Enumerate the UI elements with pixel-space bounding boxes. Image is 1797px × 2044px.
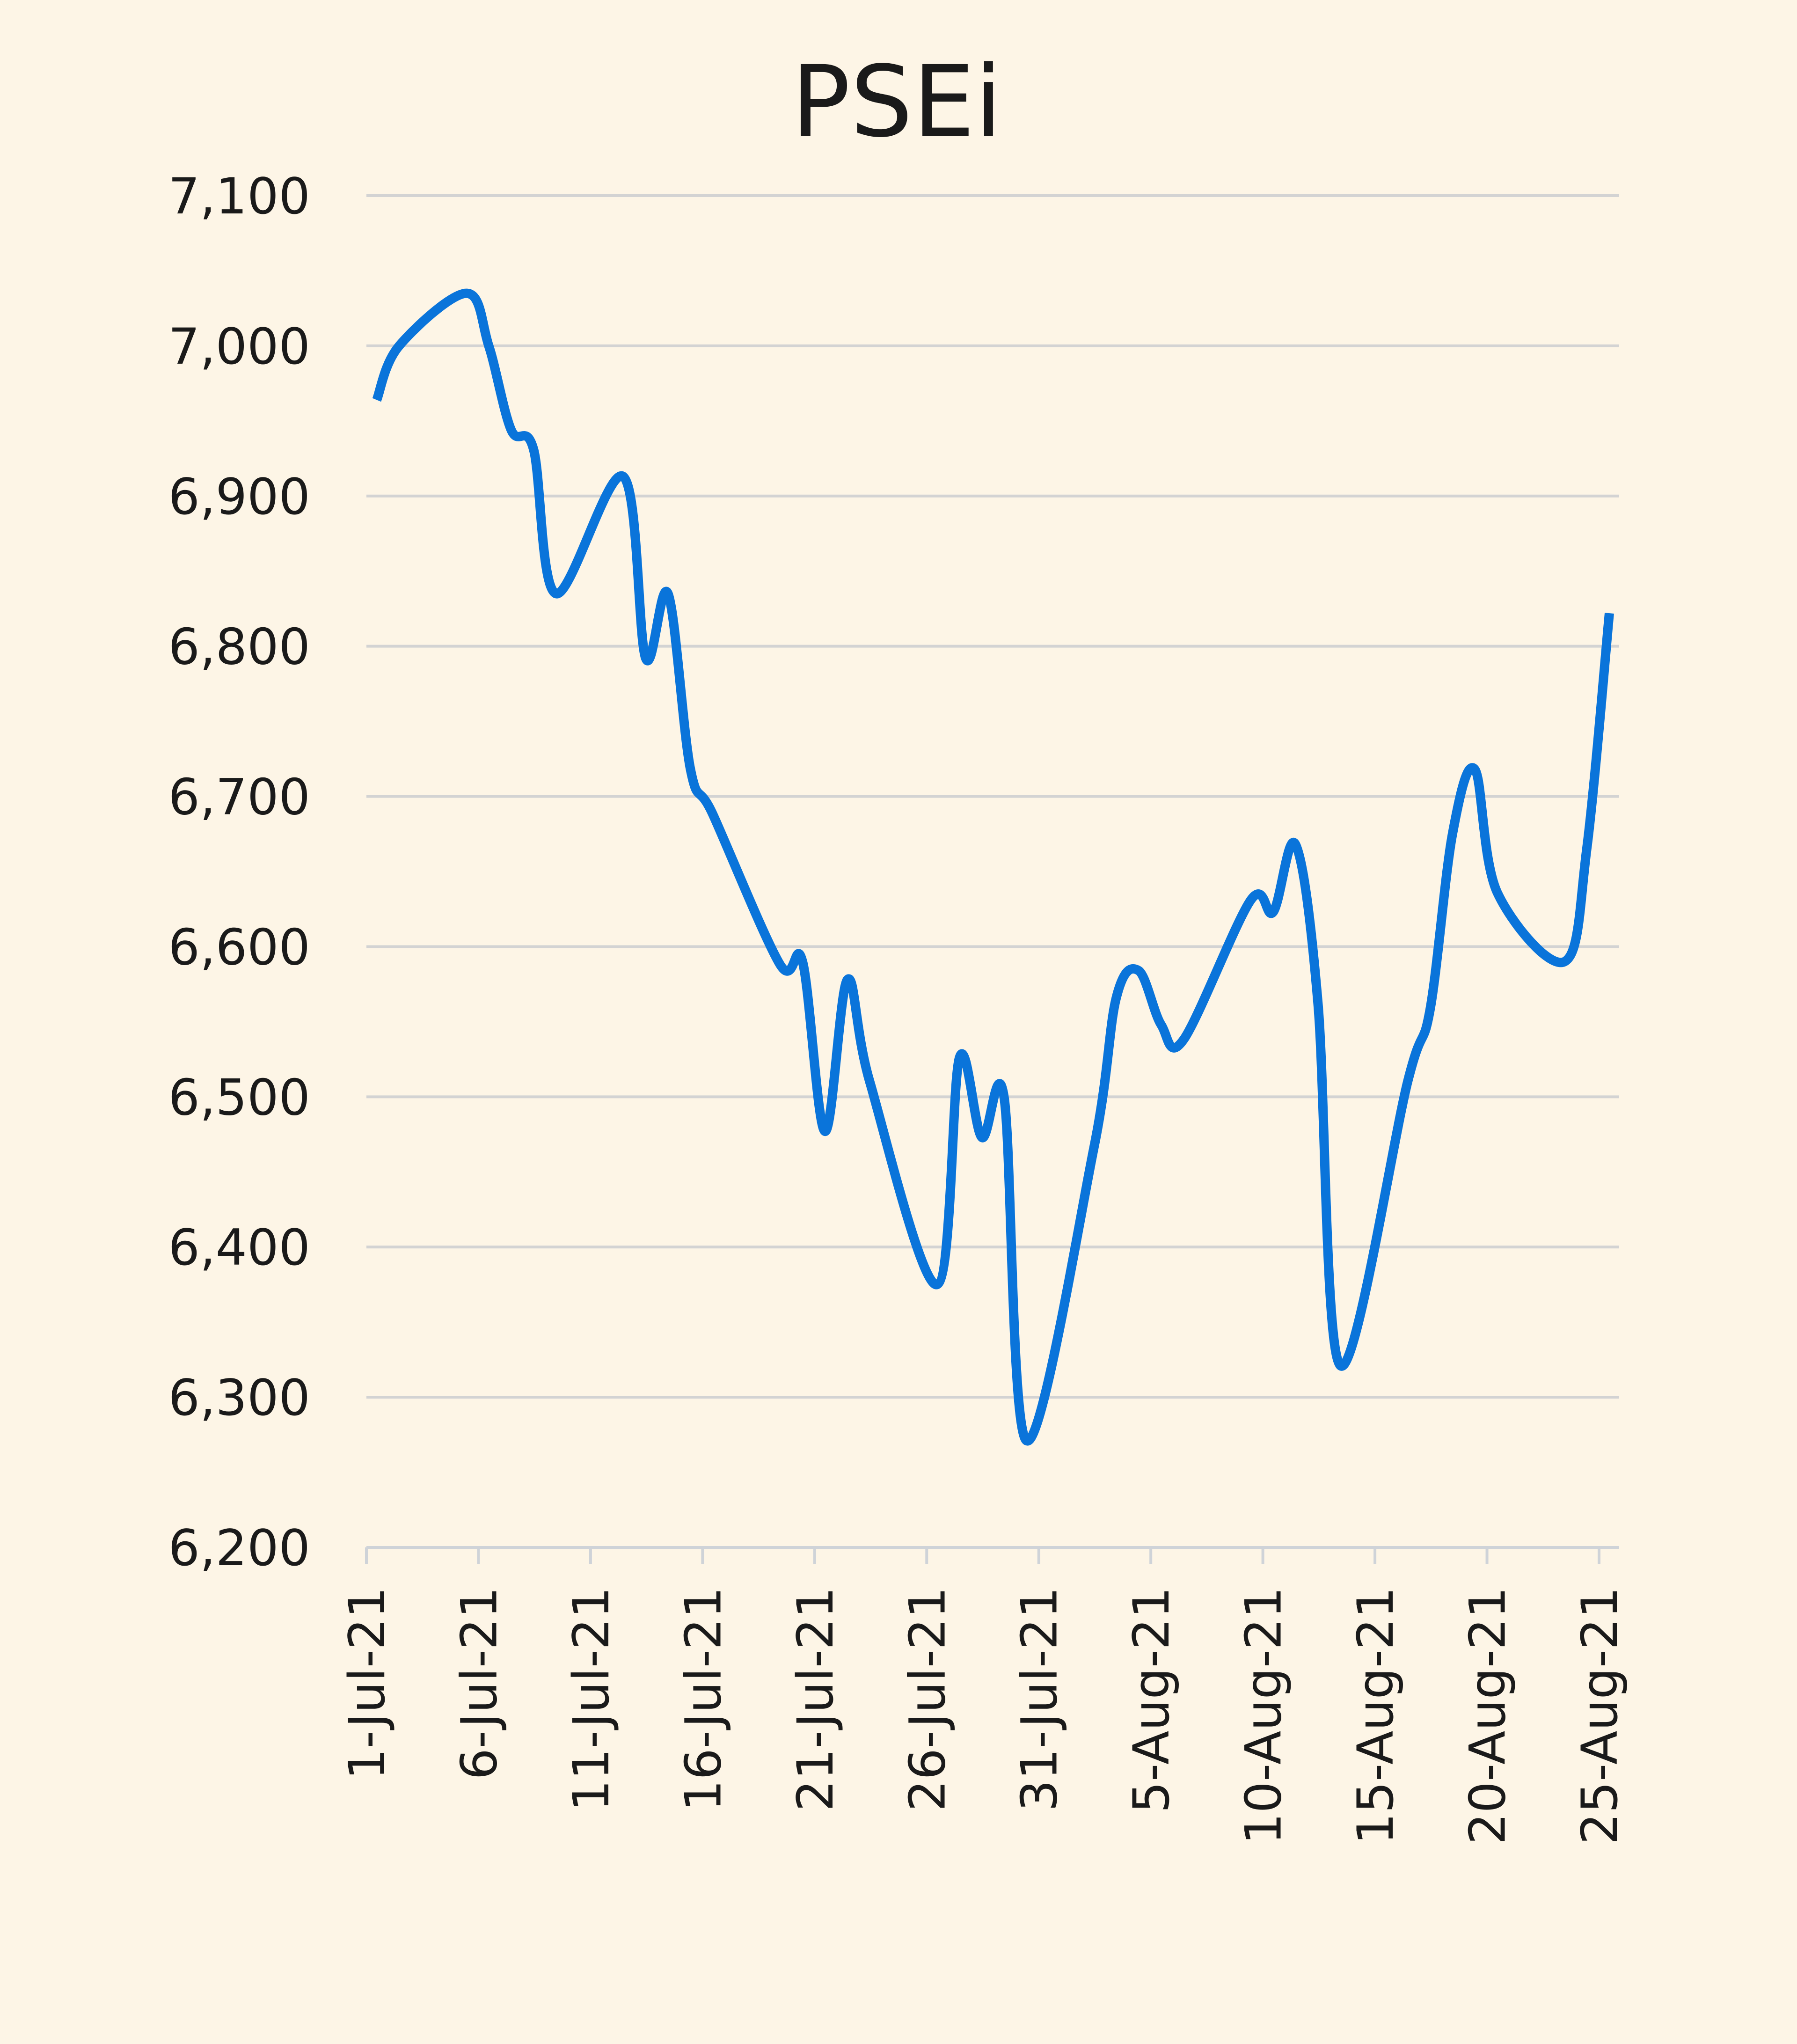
y-tick-label: 7,100: [168, 168, 310, 225]
y-tick-label: 6,700: [168, 769, 310, 826]
x-tick-label: 5-Aug-21: [1123, 1587, 1180, 1813]
y-tick-label: 6,600: [168, 918, 310, 976]
chart-title: PSEi: [791, 44, 1002, 159]
y-tick-label: 6,300: [168, 1369, 310, 1427]
x-tick-label: 10-Aug-21: [1235, 1587, 1293, 1845]
y-tick-label: 7,000: [168, 318, 310, 375]
y-tick-label: 6,200: [168, 1519, 310, 1577]
x-tick-label: 31-Jul-21: [1011, 1587, 1068, 1811]
x-tick-label: 20-Aug-21: [1459, 1587, 1517, 1845]
x-tick-label: 21-Jul-21: [787, 1587, 844, 1811]
x-tick-label: 25-Aug-21: [1571, 1587, 1629, 1845]
x-tick-label: 11-Jul-21: [562, 1587, 620, 1811]
x-tick-label: 26-Jul-21: [898, 1587, 956, 1811]
x-tick-label: 1-Jul-21: [338, 1587, 396, 1780]
x-tick-label: 15-Aug-21: [1347, 1587, 1404, 1845]
psei-series-line: [372, 288, 1614, 1446]
y-tick-label: 6,900: [168, 468, 310, 526]
y-tick-label: 6,500: [168, 1069, 310, 1126]
x-tick-label: 16-Jul-21: [674, 1587, 732, 1811]
y-tick-label: 6,800: [168, 618, 310, 676]
y-tick-label: 6,400: [168, 1219, 310, 1276]
x-tick-label: 6-Jul-21: [450, 1587, 508, 1780]
